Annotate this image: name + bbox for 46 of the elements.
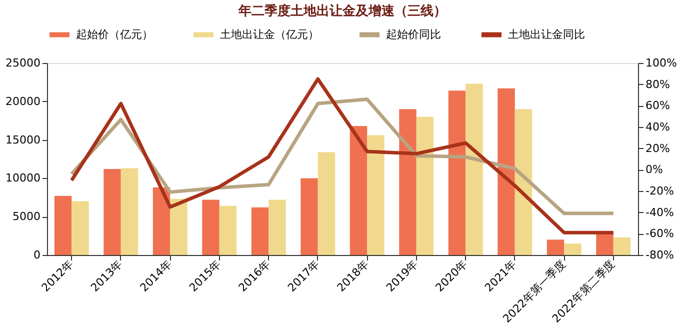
y2-tick-label: -20% <box>646 184 674 198</box>
y2-tick-label: 0% <box>646 163 663 176</box>
bar <box>546 240 564 255</box>
y2-tick-label: -40% <box>646 206 674 219</box>
bar <box>596 232 614 255</box>
legend-label: 土地出让金同比 <box>508 28 585 41</box>
line-series <box>70 77 616 234</box>
legend-label: 起始价同比 <box>386 28 441 41</box>
y-tick-label: 15000 <box>6 133 40 146</box>
bar <box>399 109 416 255</box>
bar <box>466 84 483 255</box>
y-tick-label: 0 <box>34 248 40 262</box>
bar <box>268 200 286 255</box>
y2-tick-label: 40% <box>646 120 670 134</box>
bar <box>367 135 384 255</box>
y-tick-label: 25000 <box>6 56 40 70</box>
y2-tick-label: 80% <box>646 78 670 91</box>
bar <box>514 109 532 255</box>
bar <box>613 237 631 255</box>
bar <box>120 168 138 255</box>
y2-tick-label: -60% <box>646 227 674 240</box>
bar <box>251 207 269 255</box>
bar <box>498 88 515 255</box>
bar <box>350 126 368 255</box>
bar <box>202 200 220 255</box>
bar <box>104 168 121 255</box>
bar <box>54 196 72 255</box>
y2-tick-label: 100% <box>646 56 677 70</box>
bar <box>448 90 466 255</box>
y-tick-label: 10000 <box>6 172 40 185</box>
bar <box>416 116 434 255</box>
y2-tick-label: 20% <box>646 142 670 155</box>
legend-label: 土地出让金（亿元） <box>220 28 319 41</box>
bar <box>72 201 89 255</box>
legend-label: 起始价（亿元） <box>76 28 153 41</box>
bar <box>564 243 582 255</box>
chart-title: 年二季度土地出让金及增速（三线） <box>238 3 446 19</box>
y-tick-label: 5000 <box>12 210 40 224</box>
bar <box>219 206 237 255</box>
bar <box>170 198 188 255</box>
bar <box>152 187 170 255</box>
y2-tick-label: -80% <box>646 248 674 262</box>
y2-tick-label: 60% <box>646 99 670 112</box>
y-tick-label: 20000 <box>6 94 40 108</box>
bar <box>318 152 336 255</box>
bar <box>300 178 318 255</box>
